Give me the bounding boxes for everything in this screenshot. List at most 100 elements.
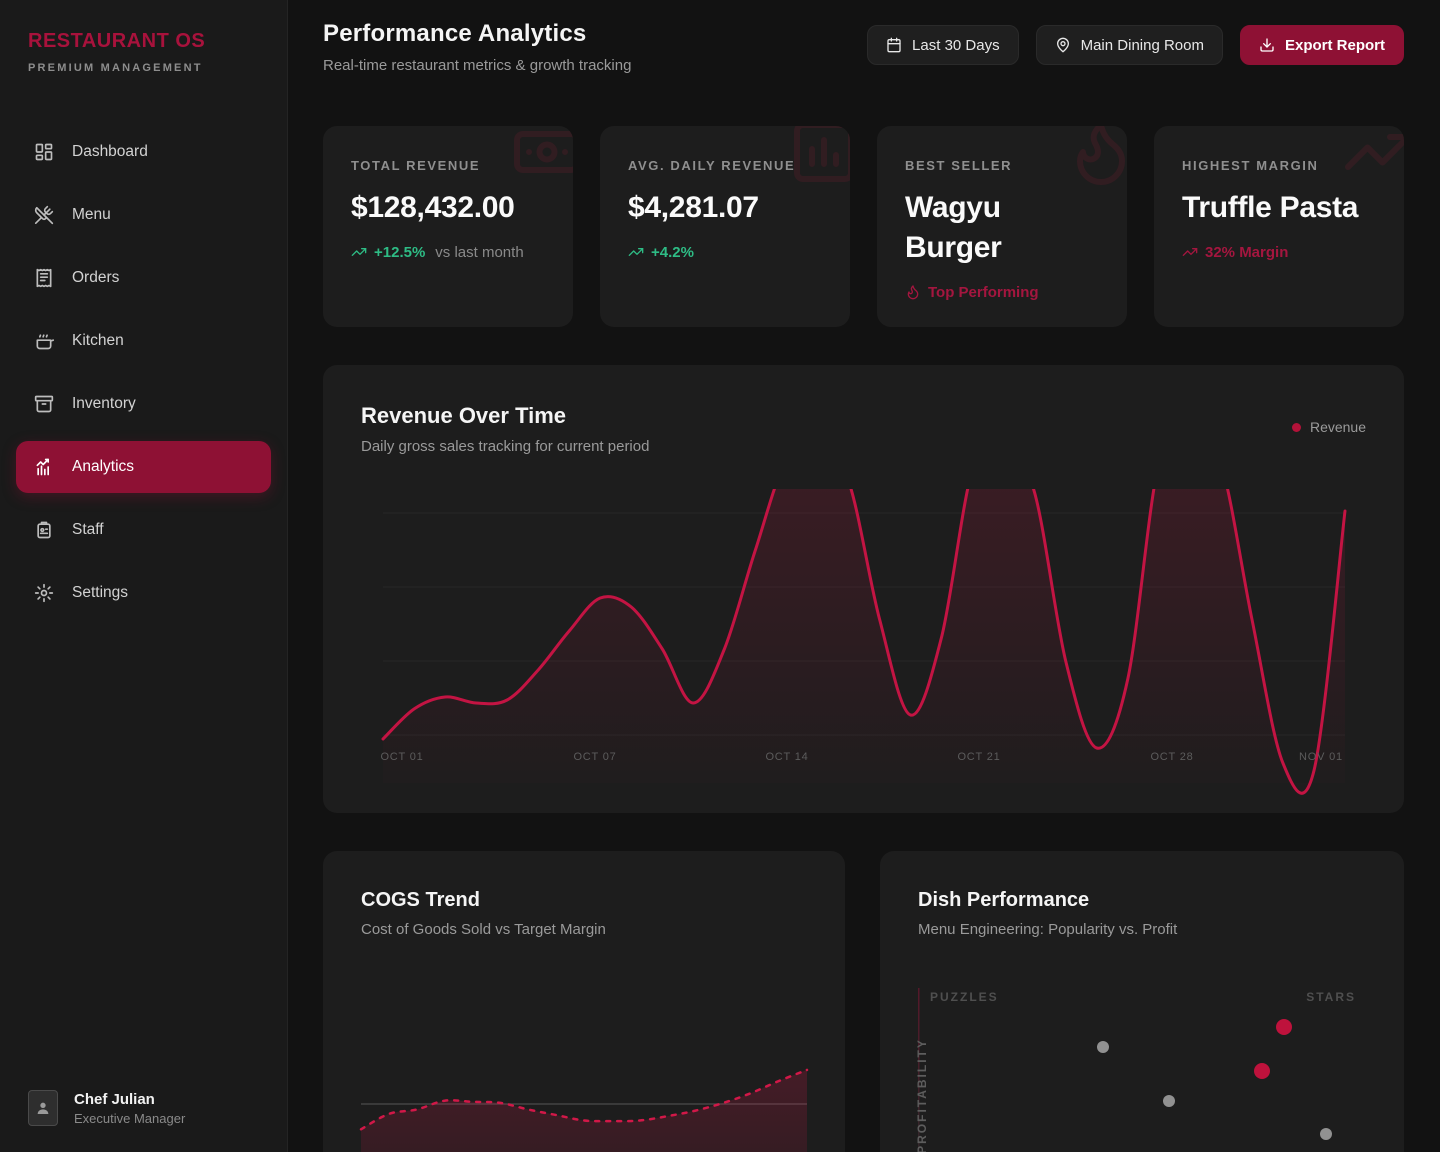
stat-card-best-seller[interactable]: BEST SELLER Wagyu Burger Top Performing [877, 126, 1127, 327]
dish-point-featured [1254, 1063, 1270, 1079]
avatar [28, 1090, 58, 1126]
dish-point-standard [1320, 1128, 1332, 1140]
dish-title: Dish Performance [918, 889, 1090, 911]
archive-icon [34, 394, 54, 414]
sidebar-item-label: Orders [72, 269, 120, 286]
sidebar-item-label: Analytics [72, 458, 135, 475]
stat-value: $4,281.07 [628, 191, 759, 224]
y-axis-line [918, 988, 920, 1152]
x-tick-label: OCT 14 [765, 751, 808, 763]
dish-point-standard [1163, 1095, 1175, 1107]
chart-deco-icon [788, 126, 850, 188]
revenue-line-chart[interactable]: OCT 01 OCT 07 OCT 14 OCT 21 OCT 28 NOV 01 [323, 365, 1404, 813]
revenue-chart-title: Revenue Over Time [361, 403, 567, 428]
sidebar-item-staff[interactable]: Staff [16, 504, 271, 556]
dish-subtitle: Menu Engineering: Popularity vs. Profit [918, 921, 1178, 938]
stat-label: TOTAL REVENUE [351, 158, 481, 173]
revenue-chart-subtitle: Daily gross sales tracking for current p… [361, 438, 650, 455]
stat-value: Wagyu Burger [905, 191, 1002, 264]
dashboard-icon [34, 142, 54, 162]
page-subtitle: Real-time restaurant metrics & growth tr… [323, 57, 632, 74]
dish-point-featured [1276, 1019, 1292, 1035]
sidebar-item-analytics[interactable]: Analytics [16, 441, 271, 493]
analytics-icon [34, 457, 54, 477]
page-title: Performance Analytics [323, 20, 587, 47]
x-tick-label: NOV 01 [1299, 751, 1343, 763]
sidebar-item-label: Kitchen [72, 332, 124, 349]
legend-dot-icon [1291, 422, 1301, 432]
stat-delta: Top Performing [905, 284, 1101, 301]
stat-card-total-revenue[interactable]: TOTAL REVENUE $128,432.00 +12.5% vs last… [323, 126, 573, 327]
stat-cards-row: TOTAL REVENUE $128,432.00 +12.5% vs last… [323, 126, 1404, 327]
date-range-button[interactable]: Last 30 Days [867, 25, 1019, 65]
utensils-icon [34, 205, 54, 225]
quadrant-label-stars: STARS [1306, 990, 1356, 1004]
sidebar-item-label: Settings [72, 584, 129, 601]
calendar-icon [886, 37, 902, 53]
chart-legend: Revenue [1291, 419, 1366, 435]
dish-performance-card: Dish Performance Menu Engineering: Popul… [880, 851, 1404, 1152]
dish-scatter-chart[interactable]: PUZZLES STARS PROFITABILITY [880, 851, 1404, 1152]
stat-delta-text: +12.5% [374, 243, 426, 261]
stat-value: $128,432.00 [351, 191, 515, 224]
gear-icon [34, 583, 54, 603]
stat-delta: 32% Margin [1182, 244, 1378, 261]
sidebar: RESTAURANT OS PREMIUM MANAGEMENT Dashboa… [0, 0, 288, 1152]
cogs-trend-card: COGS Trend Cost of Goods Sold vs Target … [323, 851, 845, 1152]
sidebar-item-orders[interactable]: Orders [16, 252, 271, 304]
stat-delta: +4.2% [628, 244, 824, 261]
location-button[interactable]: Main Dining Room [1035, 25, 1223, 65]
x-tick-label: OCT 21 [957, 751, 1000, 763]
cogs-line-chart[interactable] [323, 851, 845, 1152]
pot-icon [34, 331, 54, 351]
sidebar-item-label: Menu [72, 206, 111, 223]
stat-delta-text: 32% Margin [1205, 243, 1289, 261]
x-tick-label: OCT 28 [1150, 751, 1193, 763]
sidebar-item-menu[interactable]: Menu [16, 189, 271, 241]
map-pin-icon [1055, 37, 1071, 53]
sidebar-nav: Dashboard Menu Orders Kitchen Inventory [16, 126, 271, 630]
stat-label: HIGHEST MARGIN [1182, 158, 1319, 173]
sidebar-item-label: Inventory [72, 395, 136, 412]
stat-card-highest-margin[interactable]: HIGHEST MARGIN Truffle Pasta 32% Margin [1154, 126, 1404, 327]
main-content: Performance Analytics Real-time restaura… [288, 0, 1440, 1152]
sidebar-item-inventory[interactable]: Inventory [16, 378, 271, 430]
quadrant-label-puzzles: PUZZLES [930, 990, 999, 1004]
stat-label: BEST SELLER [905, 158, 1013, 173]
trend-up-icon [1182, 244, 1198, 260]
stat-delta-note: vs last month [435, 243, 524, 261]
flame-icon [905, 284, 921, 300]
cogs-subtitle: Cost of Goods Sold vs Target Margin [361, 921, 606, 938]
stat-value: Truffle Pasta [1182, 191, 1359, 224]
badge-icon [34, 520, 54, 540]
legend-label: Revenue [1309, 419, 1366, 435]
trend-up-icon [351, 244, 367, 260]
stat-delta-text: Top Performing [928, 283, 1039, 301]
sidebar-item-kitchen[interactable]: Kitchen [16, 315, 271, 367]
sidebar-item-label: Dashboard [72, 143, 148, 160]
profile-role: Executive Manager [74, 1110, 186, 1126]
profile-name: Chef Julian [74, 1090, 155, 1108]
x-tick-label: OCT 01 [380, 751, 423, 763]
sidebar-item-settings[interactable]: Settings [16, 567, 271, 619]
stat-label: AVG. DAILY REVENUE [628, 158, 796, 173]
download-icon [1259, 37, 1275, 53]
brand: RESTAURANT OS PREMIUM MANAGEMENT [0, 0, 287, 74]
sidebar-item-label: Staff [72, 521, 104, 538]
banknote-deco-icon [511, 126, 573, 188]
sidebar-item-dashboard[interactable]: Dashboard [16, 126, 271, 178]
export-report-button[interactable]: Export Report [1239, 25, 1404, 65]
stat-delta: +12.5% vs last month [351, 244, 547, 261]
brand-title: RESTAURANT OS [28, 30, 206, 52]
user-profile[interactable]: Chef Julian Executive Manager [28, 1090, 185, 1126]
flame-deco-icon [1065, 126, 1127, 188]
receipt-icon [34, 268, 54, 288]
revenue-chart-card: Revenue Over Time Daily gross sales trac… [323, 365, 1404, 813]
cogs-dashed-line [359, 1068, 809, 1131]
dish-point-standard [1097, 1041, 1109, 1053]
page-header: Performance Analytics Real-time restaura… [323, 20, 631, 74]
trend-up-deco-icon [1342, 126, 1404, 188]
stat-card-avg-daily-revenue[interactable]: AVG. DAILY REVENUE $4,281.07 +4.2% [600, 126, 850, 327]
stat-delta-text: +4.2% [651, 243, 694, 261]
